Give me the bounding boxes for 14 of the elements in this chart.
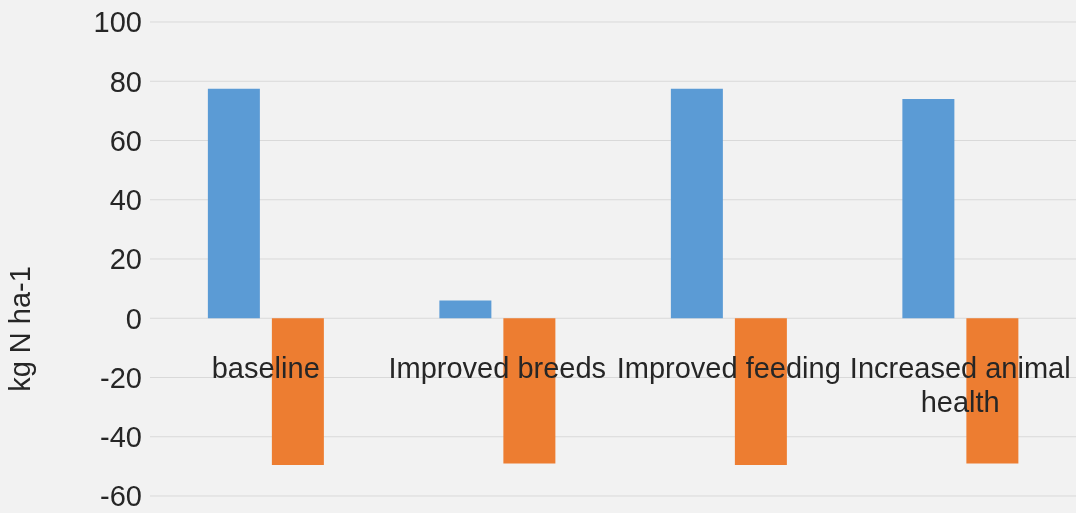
y-axis-title: kg N ha-1: [4, 266, 37, 392]
bar: [902, 99, 955, 319]
y-tick-label: 20: [109, 243, 142, 276]
y-tick-label: 100: [93, 6, 142, 39]
y-tick-label: 0: [125, 302, 142, 335]
y-tick-label: 40: [109, 184, 142, 217]
y-tick-label: -40: [100, 421, 142, 454]
y-tick-label: 80: [109, 65, 142, 98]
y-tick-label: -20: [100, 361, 142, 394]
bar: [439, 300, 492, 319]
y-tick-label: -60: [100, 480, 142, 513]
bar: [670, 88, 723, 319]
y-tick-label: 60: [109, 124, 142, 157]
bar: [207, 88, 260, 319]
